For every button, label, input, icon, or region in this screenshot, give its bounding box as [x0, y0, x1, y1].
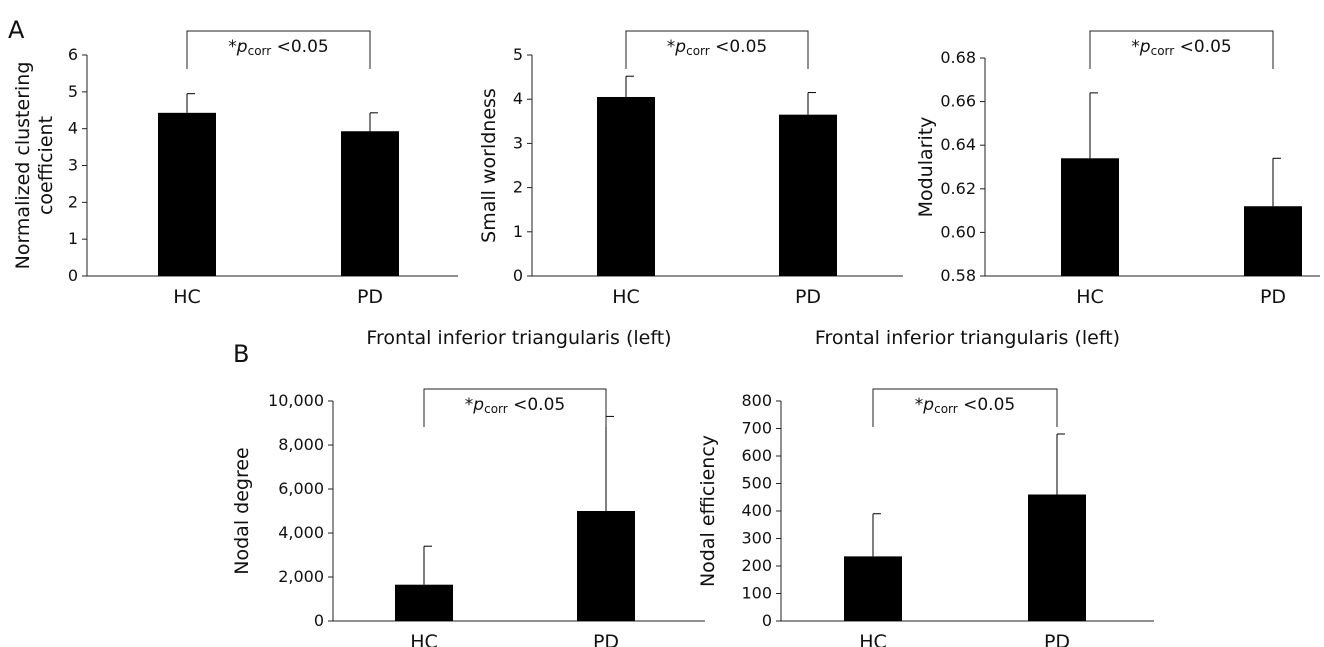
bar-pd: [1028, 494, 1086, 621]
chart-2: 0 1 2 3 4 5 Small worldness HC PD *pcorr <0.05: [478, 30, 903, 308]
y-tick-label: 1: [513, 222, 523, 241]
significance-bracket: [872, 388, 1058, 427]
bar-hc: [395, 584, 453, 621]
x-tick-label: PD: [593, 631, 619, 647]
y-axis-label: Small worldness: [478, 88, 500, 243]
panel-label-a: A: [8, 16, 25, 44]
bar-pd: [577, 511, 635, 621]
x-tick-label: HC: [410, 631, 438, 647]
y-tick-label: 4: [513, 89, 523, 108]
y-tick-label: 600: [741, 446, 772, 465]
y-tick-label: 3: [68, 156, 78, 175]
chart-4: Frontal inferior triangularis (left) 0 2,0…: [231, 327, 705, 647]
y-tick-label: 0: [68, 266, 78, 285]
significance-bracket: [1089, 30, 1274, 69]
y-tick-label: 300: [741, 529, 772, 548]
y-tick-label: 0.58: [940, 266, 976, 285]
chart-3: 0.58 0.60 0.62 0.64 0.66 0.68 Modularity HC PD *p…: [915, 30, 1320, 308]
y-tick-label: 0.60: [940, 222, 976, 241]
panel-label-b: B: [233, 340, 249, 368]
x-tick-label: PD: [795, 286, 821, 308]
y-tick-label: 100: [741, 584, 772, 603]
y-axis-label: Normalized clusteringcoefficient: [12, 62, 57, 270]
y-tick-label: 1: [68, 229, 78, 248]
y-tick-label: 0.64: [940, 135, 976, 154]
bar-hc: [597, 96, 655, 277]
y-tick-label: 2: [68, 192, 78, 211]
x-tick-label: HC: [612, 286, 640, 308]
y-tick-label: 4,000: [278, 523, 324, 542]
chart-5: Frontal inferior triangularis (left) 0 100…: [697, 327, 1154, 647]
significance-bracket: [186, 30, 371, 69]
y-tick-label: 6,000: [278, 479, 324, 498]
significance-label: *pcorr <0.05: [1131, 37, 1231, 58]
y-tick-label: 700: [741, 419, 772, 438]
chart-1: 0 1 2 3 4 5 6 Normalized clusteringcoefficient H…: [12, 30, 458, 308]
y-tick-label: 2: [513, 178, 523, 197]
y-tick-label: 0.62: [940, 179, 976, 198]
y-tick-label: 5: [68, 82, 78, 101]
x-tick-label: PD: [1044, 631, 1070, 647]
y-axis-label: Nodal degree: [231, 447, 253, 574]
y-tick-label: 2,000: [278, 567, 324, 586]
x-tick-label: PD: [1260, 286, 1286, 308]
significance-bracket: [423, 388, 607, 427]
y-tick-label: 0: [762, 611, 772, 630]
chart-title: Frontal inferior triangularis (left): [815, 327, 1120, 349]
x-tick-label: PD: [357, 286, 383, 308]
y-tick-label: 3: [513, 133, 523, 152]
y-axis-label: Nodal efficiency: [697, 435, 719, 587]
bar-pd: [1244, 206, 1302, 276]
bar-hc: [844, 556, 902, 621]
y-tick-label: 4: [68, 119, 78, 138]
y-tick-label: 0.68: [940, 48, 976, 67]
y-tick-label: 6: [68, 45, 78, 64]
significance-bracket: [625, 30, 809, 69]
y-tick-label: 0.66: [940, 92, 976, 111]
y-tick-label: 0: [314, 611, 324, 630]
x-tick-label: HC: [173, 286, 201, 308]
significance-label: *pcorr <0.05: [667, 37, 767, 58]
bar-hc: [158, 112, 216, 276]
x-tick-label: HC: [1076, 286, 1104, 308]
y-tick-label: 8,000: [278, 435, 324, 454]
y-axis-label: Modularity: [915, 117, 937, 218]
significance-label: *pcorr <0.05: [915, 395, 1015, 416]
significance-label: *pcorr <0.05: [228, 37, 328, 58]
significance-label: *pcorr <0.05: [465, 395, 565, 416]
y-tick-label: 800: [741, 391, 772, 410]
y-tick-label: 400: [741, 501, 772, 520]
y-tick-label: 500: [741, 474, 772, 493]
y-tick-label: 0: [513, 266, 523, 285]
x-tick-label: HC: [859, 631, 887, 647]
y-tick-label: 200: [741, 556, 772, 575]
chart-title: Frontal inferior triangularis (left): [366, 327, 671, 349]
bar-pd: [341, 131, 399, 276]
bar-hc: [1061, 158, 1119, 276]
bar-pd: [779, 114, 837, 276]
y-tick-label: 10,000: [268, 391, 324, 410]
y-tick-label: 5: [513, 45, 523, 64]
